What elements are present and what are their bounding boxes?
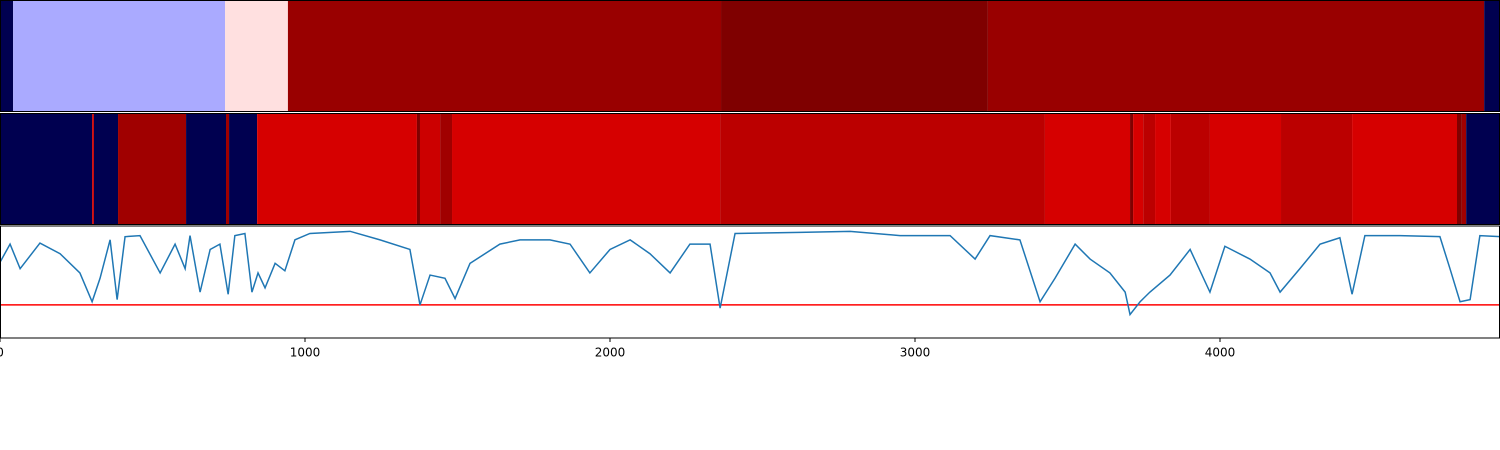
segment [118,113,187,225]
segment [1130,113,1134,225]
segment [13,0,226,112]
segment [257,113,417,225]
segment [229,113,258,225]
segment [1484,0,1500,112]
segment [419,113,441,225]
x-tick-label: 3000 [900,346,931,360]
segment [0,0,14,112]
x-tick-label: 4000 [1205,346,1236,360]
x-tick-label: 1000 [290,346,321,360]
segment [1281,113,1353,225]
x-tick-label: 0 [0,346,4,360]
segment [226,113,230,225]
segment [1352,113,1457,225]
segment [1155,113,1171,225]
segment [720,113,1045,225]
segment [1461,113,1467,225]
segment [987,0,1485,112]
segment [721,0,988,112]
segment [440,113,453,225]
segment [1466,113,1500,225]
segment [416,113,420,225]
segment [225,0,288,112]
segment [1133,113,1144,225]
segment [452,113,721,225]
segment [0,113,93,225]
segment [93,113,119,225]
segment [1209,113,1282,225]
segment [287,0,722,112]
line-series [0,230,1500,317]
segment [92,113,94,225]
x-tick-label: 2000 [595,346,626,360]
segment [1143,113,1156,225]
segment [186,113,227,225]
segment [1044,113,1131,225]
segment [1456,113,1462,225]
segment [1170,113,1210,225]
